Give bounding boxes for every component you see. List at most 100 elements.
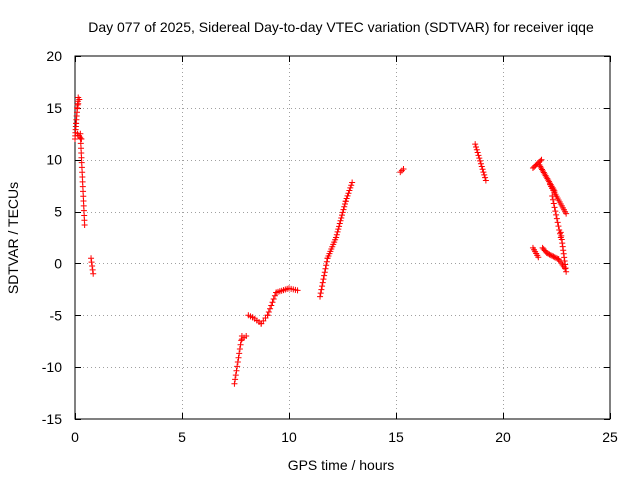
x-tick-label: 10 [281,429,297,445]
x-tick-label: 5 [178,429,186,445]
data-point [90,270,97,277]
y-tick-label: 15 [46,100,62,116]
data-point [320,276,327,283]
data-point [317,293,324,300]
data-point [547,252,554,259]
data-point [478,163,485,170]
data-point [75,100,82,107]
data-point [268,302,275,309]
data-point [543,250,550,257]
data-point [234,363,241,370]
data-point [234,359,241,366]
x-tick-label: 0 [71,429,79,445]
data-point [563,210,570,217]
data-point [472,141,479,148]
data-point [338,214,345,221]
data-point [264,312,271,319]
y-tick-label: 10 [46,152,62,168]
data-point [340,206,347,213]
data-point [81,222,88,229]
data-point [476,155,483,162]
data-point [563,268,570,275]
data-point [473,146,480,153]
data-point [270,295,277,302]
ticks [75,56,611,420]
data-point [265,309,272,316]
chart-title: Day 077 of 2025, Sidereal Day-to-day VTE… [88,19,594,35]
y-axis-title: SDTVAR / TECUs [5,182,21,294]
data-point [237,341,244,348]
data-point [554,255,561,262]
data-point [545,250,552,257]
data-point [551,204,558,211]
data-point [318,286,325,293]
x-tick-labels: 0 5 10 15 20 25 [71,429,618,445]
data-point [319,279,326,286]
data-point [233,367,240,374]
data-point [346,187,353,194]
data-point [232,372,239,379]
data-point [88,259,95,266]
data-point [477,160,484,167]
data-point [475,152,482,159]
data-point [323,262,330,269]
data-point [535,254,542,261]
data-point [323,258,330,265]
data-point [538,156,545,163]
data-point [319,283,326,290]
data-point [89,263,96,270]
data-point [235,354,242,361]
data-point [339,212,346,219]
y-tick-label: -10 [42,359,62,375]
data-point [321,272,328,279]
data-point [549,252,556,259]
data-point [550,253,557,260]
plot-frame [74,55,611,420]
data-point [334,228,341,235]
data-point [341,200,348,207]
data-point [347,184,354,191]
data-point [236,346,243,353]
data-point [333,231,340,238]
data-point [551,254,558,261]
x-tick-label: 15 [388,429,404,445]
data-point [336,220,343,227]
data-point [243,333,250,340]
data-point [317,290,324,297]
data-point [344,192,351,199]
data-point [271,292,278,299]
data-point [321,269,328,276]
y-tick-label: -5 [50,307,63,323]
data-point [337,217,344,224]
data-point [335,226,342,233]
x-tick-label: 20 [495,429,511,445]
data-point [88,255,95,262]
data-point [333,234,340,241]
data-point [76,96,83,103]
data-point [236,350,243,357]
data-point [555,223,562,230]
data-point [549,193,556,200]
data-point [549,196,556,203]
data-point [343,195,350,202]
data-point [537,157,544,164]
data-point [482,174,489,181]
data-point [552,208,559,215]
data-point [550,200,557,207]
x-axis-title: GPS time / hours [288,457,395,473]
data-points [72,94,570,387]
data-point [322,265,329,272]
data-point [89,266,96,273]
data-point [269,299,276,306]
data-point [474,149,481,156]
data-point [546,251,553,258]
data-point [554,219,561,226]
data-point [342,198,349,205]
data-point [231,380,238,387]
data-point [74,104,81,111]
grid [75,56,610,419]
y-tick-label: 0 [54,255,62,271]
data-point [479,166,486,173]
data-point [238,337,245,344]
